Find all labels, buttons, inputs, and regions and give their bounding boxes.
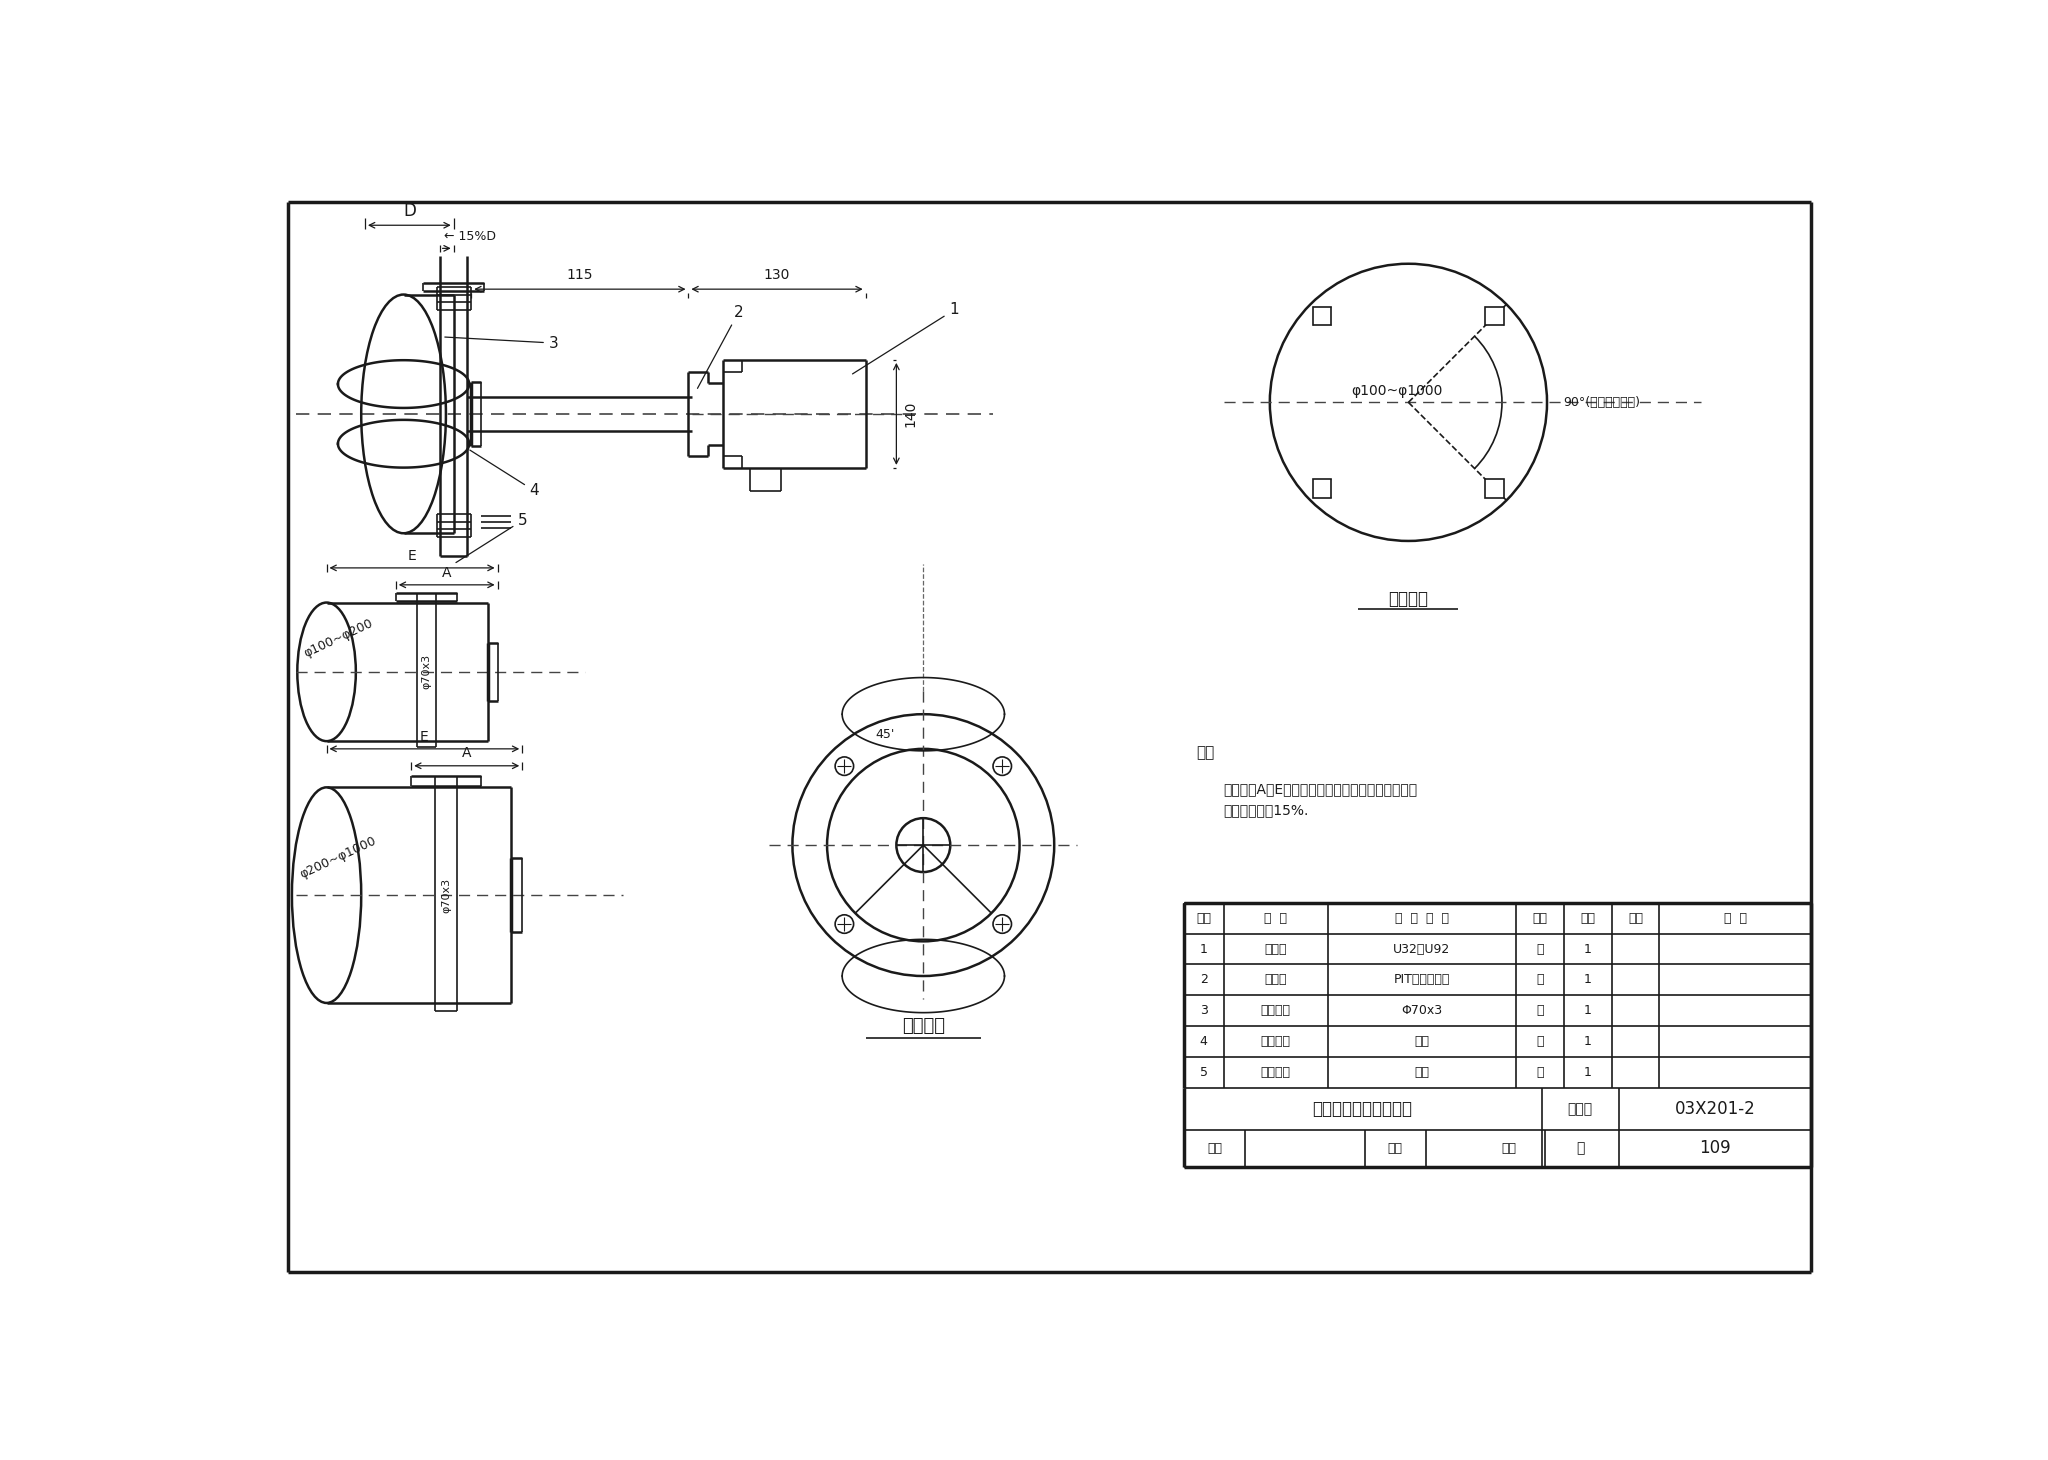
Text: 名  称: 名 称 <box>1264 911 1286 924</box>
Bar <box>1313 479 1331 498</box>
Text: D: D <box>403 203 416 220</box>
Text: PIT单点插入式: PIT单点插入式 <box>1395 974 1450 987</box>
Text: 配套: 配套 <box>1415 1066 1430 1079</box>
Text: 个: 个 <box>1536 1004 1544 1018</box>
Text: 审核: 审核 <box>1206 1142 1223 1155</box>
Text: 数量: 数量 <box>1581 911 1595 924</box>
Text: 90°(安装位置范围): 90°(安装位置范围) <box>1563 396 1640 409</box>
Text: 套: 套 <box>1536 974 1544 987</box>
Text: 页次: 页次 <box>1628 911 1642 924</box>
Text: 注：: 注： <box>1196 745 1214 761</box>
Text: 电磁式流量传感器安装: 电磁式流量传感器安装 <box>1313 1099 1413 1118</box>
Text: 3: 3 <box>444 336 559 350</box>
Text: 140: 140 <box>903 400 918 428</box>
Text: 1: 1 <box>1583 943 1591 955</box>
Text: 根: 根 <box>1536 1035 1544 1048</box>
Text: 115: 115 <box>567 269 594 282</box>
Bar <box>1485 479 1503 498</box>
Text: 配套: 配套 <box>1415 1035 1430 1048</box>
Text: 1: 1 <box>852 302 958 374</box>
Text: φ100~φ1000: φ100~φ1000 <box>1352 384 1442 397</box>
Text: ← 15%D: ← 15%D <box>444 229 496 242</box>
Text: A: A <box>463 746 471 761</box>
Text: U32、U92: U32、U92 <box>1393 943 1450 955</box>
Text: 图集号: 图集号 <box>1567 1102 1593 1115</box>
Text: 备  注: 备 注 <box>1724 911 1747 924</box>
Text: A: A <box>442 565 451 580</box>
Text: 1: 1 <box>1200 943 1208 955</box>
Text: 109: 109 <box>1700 1139 1731 1158</box>
Text: 45': 45' <box>874 729 895 742</box>
Bar <box>1313 307 1331 326</box>
Text: 03X201-2: 03X201-2 <box>1675 1099 1755 1118</box>
Text: 设计: 设计 <box>1501 1142 1516 1155</box>
Text: φ70x3: φ70x3 <box>440 877 451 912</box>
Text: φ100~φ200: φ100~φ200 <box>301 618 375 660</box>
Text: 5: 5 <box>457 512 528 562</box>
Text: 校对: 校对 <box>1389 1142 1403 1155</box>
Text: 信号电缆: 信号电缆 <box>1262 1066 1290 1079</box>
Text: 电源电缆: 电源电缆 <box>1262 1035 1290 1048</box>
Text: 焊接套管: 焊接套管 <box>1262 1004 1290 1018</box>
Text: 变送器: 变送器 <box>1264 943 1286 955</box>
Text: 4: 4 <box>1200 1035 1208 1048</box>
Text: E: E <box>408 549 416 562</box>
Text: 1: 1 <box>1583 1066 1591 1079</box>
Text: 根: 根 <box>1536 1066 1544 1079</box>
Text: 焊接套管A、E尺寸应保证电磁流量传感器插入长度: 焊接套管A、E尺寸应保证电磁流量传感器插入长度 <box>1223 783 1417 797</box>
Text: 序号: 序号 <box>1196 911 1210 924</box>
Text: 页: 页 <box>1577 1142 1585 1155</box>
Text: 3: 3 <box>1200 1004 1208 1018</box>
Text: φ200~φ1000: φ200~φ1000 <box>297 834 379 880</box>
Text: 焊接套管: 焊接套管 <box>901 1018 944 1035</box>
Text: φ70x3: φ70x3 <box>422 654 432 689</box>
Text: 单位: 单位 <box>1532 911 1548 924</box>
Text: Φ70x3: Φ70x3 <box>1401 1004 1442 1018</box>
Text: 不小于管径的15%.: 不小于管径的15%. <box>1223 803 1309 818</box>
Bar <box>1485 307 1503 326</box>
Text: 安装位置: 安装位置 <box>1389 590 1427 607</box>
Text: 2: 2 <box>1200 974 1208 987</box>
Text: 型  号  规  格: 型 号 规 格 <box>1395 911 1448 924</box>
Text: 传感器: 传感器 <box>1264 974 1286 987</box>
Text: 1: 1 <box>1583 1004 1591 1018</box>
Text: 1: 1 <box>1583 1035 1591 1048</box>
Text: 130: 130 <box>764 269 791 282</box>
Text: E: E <box>420 730 428 743</box>
Text: 2: 2 <box>698 305 743 388</box>
Text: 5: 5 <box>1200 1066 1208 1079</box>
Text: 套: 套 <box>1536 943 1544 955</box>
Text: 4: 4 <box>469 450 539 498</box>
Text: 1: 1 <box>1583 974 1591 987</box>
